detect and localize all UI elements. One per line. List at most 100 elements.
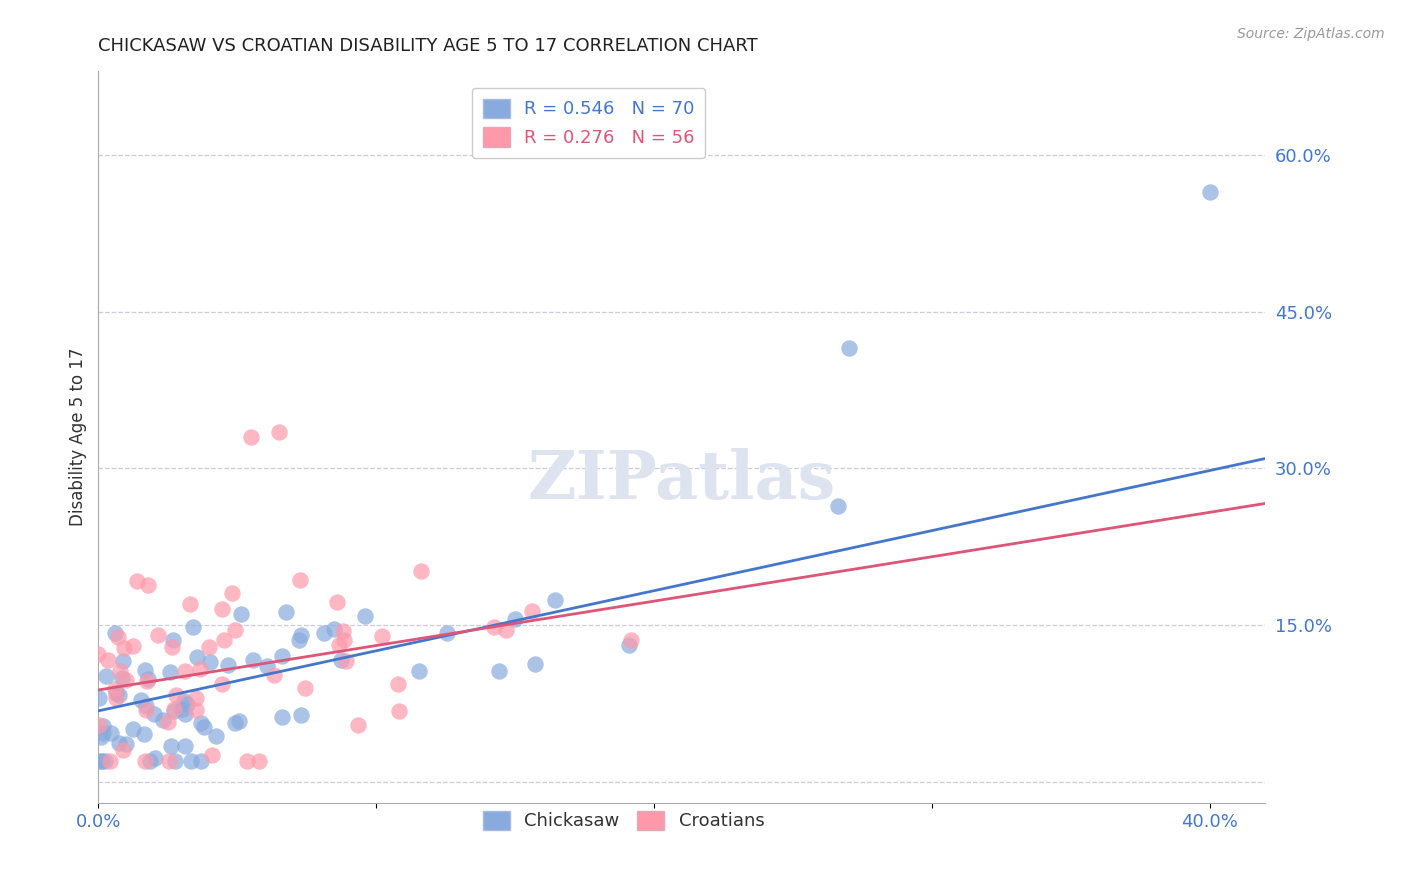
Point: [87, 718, 110, 732]
Point: [827, 499, 849, 513]
Point: [91, 726, 114, 740]
Point: [135, 703, 157, 717]
Point: [620, 632, 643, 647]
Text: Source: ZipAtlas.com: Source: ZipAtlas.com: [1237, 27, 1385, 41]
Point: [256, 659, 278, 673]
Point: [132, 727, 155, 741]
Point: [162, 632, 184, 647]
Point: [114, 673, 136, 688]
Point: [288, 633, 311, 648]
Point: [165, 754, 187, 768]
Point: [143, 751, 166, 765]
Point: [617, 638, 640, 652]
Point: [193, 720, 215, 734]
Point: [224, 716, 246, 731]
Point: [505, 611, 527, 625]
Point: [104, 625, 127, 640]
Point: [146, 628, 169, 642]
Legend: Chickasaw, Croatians: Chickasaw, Croatians: [475, 804, 772, 838]
Point: [524, 657, 547, 671]
Point: [190, 716, 212, 731]
Point: [221, 586, 243, 600]
Point: [270, 648, 292, 663]
Point: [409, 564, 432, 578]
Point: [290, 628, 312, 642]
Point: [224, 623, 246, 637]
Point: [163, 702, 186, 716]
Point: [134, 663, 156, 677]
Point: [89, 754, 111, 768]
Point: [165, 688, 187, 702]
Point: [181, 620, 204, 634]
Point: [263, 668, 285, 682]
Point: [160, 640, 183, 654]
Point: [129, 692, 152, 706]
Point: [408, 665, 430, 679]
Point: [176, 697, 198, 711]
Point: [495, 623, 517, 637]
Point: [173, 694, 195, 708]
Point: [114, 737, 136, 751]
Point: [186, 649, 208, 664]
Point: [96, 669, 118, 683]
Point: [180, 754, 202, 768]
Point: [125, 574, 148, 588]
Point: [240, 430, 263, 444]
Point: [111, 671, 134, 685]
Point: [294, 681, 316, 695]
Point: [136, 672, 159, 686]
Point: [228, 714, 250, 728]
Point: [186, 691, 208, 706]
Point: [104, 686, 127, 700]
Point: [108, 688, 131, 702]
Point: [157, 754, 180, 768]
Point: [332, 624, 354, 638]
Point: [186, 703, 208, 717]
Point: [387, 677, 409, 691]
Point: [267, 425, 290, 439]
Point: [198, 655, 221, 669]
Point: [142, 706, 165, 721]
Point: [163, 704, 186, 718]
Point: [211, 677, 233, 691]
Point: [160, 739, 183, 753]
Point: [136, 578, 159, 592]
Point: [122, 722, 145, 736]
Point: [107, 630, 129, 644]
Point: [274, 605, 297, 619]
Text: ZIPatlas: ZIPatlas: [527, 449, 837, 514]
Point: [112, 641, 135, 656]
Point: [91, 754, 114, 768]
Point: [484, 620, 506, 634]
Point: [159, 665, 181, 679]
Point: [174, 665, 197, 679]
Point: [97, 653, 120, 667]
Point: [111, 743, 134, 757]
Point: [173, 739, 195, 754]
Point: [108, 664, 131, 678]
Point: [217, 657, 239, 672]
Point: [152, 714, 174, 728]
Point: [107, 736, 129, 750]
Point: [156, 714, 179, 729]
Point: [353, 609, 375, 624]
Point: [134, 754, 156, 768]
Point: [544, 593, 567, 607]
Point: [235, 754, 257, 768]
Point: [370, 629, 392, 643]
Point: [100, 726, 122, 740]
Point: [271, 709, 294, 723]
Point: [105, 691, 128, 706]
Point: [179, 597, 201, 611]
Point: [205, 729, 228, 743]
Point: [139, 754, 162, 768]
Point: [111, 654, 134, 668]
Point: [122, 639, 145, 653]
Point: [87, 647, 110, 661]
Point: [436, 625, 458, 640]
Point: [93, 719, 115, 733]
Point: [520, 604, 543, 618]
Point: [290, 707, 312, 722]
Point: [242, 653, 264, 667]
Point: [174, 706, 197, 721]
